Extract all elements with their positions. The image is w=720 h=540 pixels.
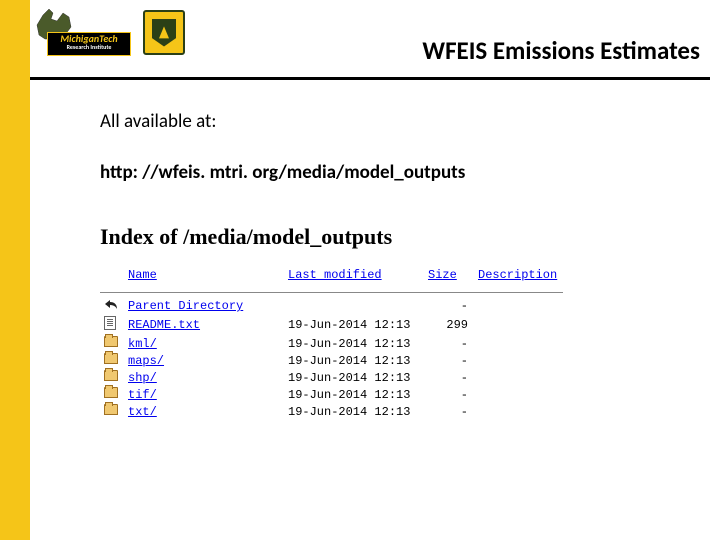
row-desc-cell: [474, 403, 563, 420]
folder-icon: [104, 370, 118, 381]
table-row: shp/19-Jun-2014 12:13-: [100, 369, 563, 386]
row-modified-cell: 19-Jun-2014 12:13: [284, 369, 424, 386]
sort-size-link[interactable]: Size: [428, 268, 457, 282]
row-modified-cell: 19-Jun-2014 12:13: [284, 335, 424, 352]
logo-group: MichiganTech Research Institute: [35, 10, 185, 65]
table-row: tif/19-Jun-2014 12:13-: [100, 386, 563, 403]
file-link[interactable]: kml/: [128, 337, 157, 351]
row-icon-cell: [100, 335, 124, 352]
accent-sidebar: [0, 0, 30, 540]
row-modified-cell: [284, 297, 424, 315]
url-text: http: //wfeis. mtri. org/media/model_out…: [100, 161, 680, 184]
col-name[interactable]: Name: [124, 266, 284, 290]
michigan-tech-logo: MichiganTech Research Institute: [35, 10, 135, 65]
sort-modified-link[interactable]: Last modified: [288, 268, 382, 282]
row-icon-cell: [100, 297, 124, 315]
col-size[interactable]: Size: [424, 266, 474, 290]
row-icon-cell: [100, 352, 124, 369]
row-size-cell: -: [424, 297, 474, 315]
index-title: Index of /media/model_outputs: [100, 224, 680, 250]
row-name-cell: maps/: [124, 352, 284, 369]
row-name-cell: kml/: [124, 335, 284, 352]
row-size-cell: -: [424, 352, 474, 369]
row-name-cell: tif/: [124, 386, 284, 403]
row-desc-cell: [474, 369, 563, 386]
sort-name-link[interactable]: Name: [128, 268, 157, 282]
row-icon-cell: [100, 369, 124, 386]
row-name-cell: txt/: [124, 403, 284, 420]
header-rule: [100, 292, 563, 293]
table-row: txt/19-Jun-2014 12:13-: [100, 403, 563, 420]
row-name-cell: README.txt: [124, 315, 284, 335]
row-icon-cell: [100, 403, 124, 420]
file-link[interactable]: tif/: [128, 388, 157, 402]
row-desc-cell: [474, 315, 563, 335]
row-desc-cell: [474, 386, 563, 403]
row-desc-cell: [474, 297, 563, 315]
row-icon-cell: [100, 315, 124, 335]
folder-icon: [104, 336, 118, 347]
file-link[interactable]: Parent Directory: [128, 299, 243, 313]
index-header-row: Name Last modified Size Description: [100, 266, 563, 290]
index-table: Name Last modified Size Description Pare…: [100, 266, 563, 420]
row-size-cell: -: [424, 386, 474, 403]
row-size-cell: -: [424, 335, 474, 352]
col-icon: [100, 266, 124, 290]
tree-icon: [159, 26, 169, 38]
slide-content: All available at: http: //wfeis. mtri. o…: [100, 110, 680, 420]
row-size-cell: -: [424, 369, 474, 386]
file-link[interactable]: README.txt: [128, 318, 200, 332]
sort-desc-link[interactable]: Description: [478, 268, 557, 282]
row-modified-cell: 19-Jun-2014 12:13: [284, 352, 424, 369]
directory-listing: Index of /media/model_outputs Name Last …: [100, 224, 680, 420]
row-desc-cell: [474, 335, 563, 352]
row-modified-cell: 19-Jun-2014 12:13: [284, 315, 424, 335]
row-desc-cell: [474, 352, 563, 369]
file-link[interactable]: txt/: [128, 405, 157, 419]
folder-icon: [104, 353, 118, 364]
file-link[interactable]: shp/: [128, 371, 157, 385]
row-modified-cell: 19-Jun-2014 12:13: [284, 403, 424, 420]
row-name-cell: shp/: [124, 369, 284, 386]
slide-header: MichiganTech Research Institute WFEIS Em…: [30, 10, 710, 80]
text-file-icon: [104, 316, 116, 330]
row-size-cell: 299: [424, 315, 474, 335]
slide-title: WFEIS Emissions Estimates: [422, 35, 700, 66]
row-modified-cell: 19-Jun-2014 12:13: [284, 386, 424, 403]
table-row: maps/19-Jun-2014 12:13-: [100, 352, 563, 369]
michigan-tech-label: MichiganTech Research Institute: [47, 32, 131, 56]
table-row: Parent Directory -: [100, 297, 563, 315]
table-row: README.txt 19-Jun-2014 12:13299: [100, 315, 563, 335]
row-size-cell: -: [424, 403, 474, 420]
col-modified[interactable]: Last modified: [284, 266, 424, 290]
col-desc[interactable]: Description: [474, 266, 563, 290]
back-arrow-icon: [104, 298, 118, 310]
forest-service-logo: [143, 10, 185, 55]
table-row: kml/19-Jun-2014 12:13-: [100, 335, 563, 352]
row-name-cell: Parent Directory: [124, 297, 284, 315]
intro-text: All available at:: [100, 110, 680, 133]
shield-icon: [152, 19, 176, 47]
row-icon-cell: [100, 386, 124, 403]
folder-icon: [104, 387, 118, 398]
folder-icon: [104, 404, 118, 415]
file-link[interactable]: maps/: [128, 354, 164, 368]
